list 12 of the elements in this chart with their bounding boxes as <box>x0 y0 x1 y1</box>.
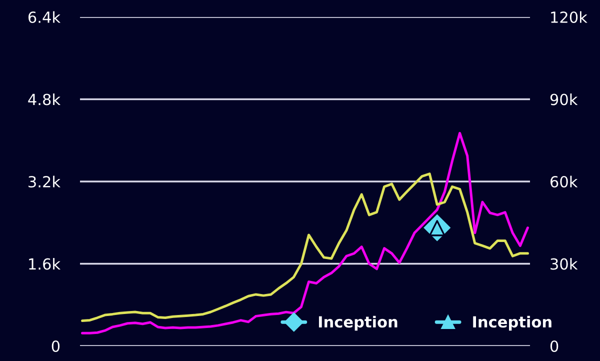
legend-label: Inception <box>318 316 398 331</box>
y2-tick-label: 90k <box>550 93 578 106</box>
y2-tick-label: 120k <box>551 11 588 24</box>
y-tick-label: 3.2k <box>28 176 61 188</box>
y2-tick-label: 60k <box>550 176 578 188</box>
y-tick-label: 0 <box>52 340 60 352</box>
legend-label: Inception <box>473 316 552 331</box>
y-tick-label: 1.6k <box>29 258 61 270</box>
y-tick-label: 4.8k <box>28 93 61 106</box>
y-tick-label: 6.4k <box>28 11 61 24</box>
y2-tick-label: 30k <box>550 258 578 270</box>
y2-tick-label: 0 <box>550 340 558 352</box>
